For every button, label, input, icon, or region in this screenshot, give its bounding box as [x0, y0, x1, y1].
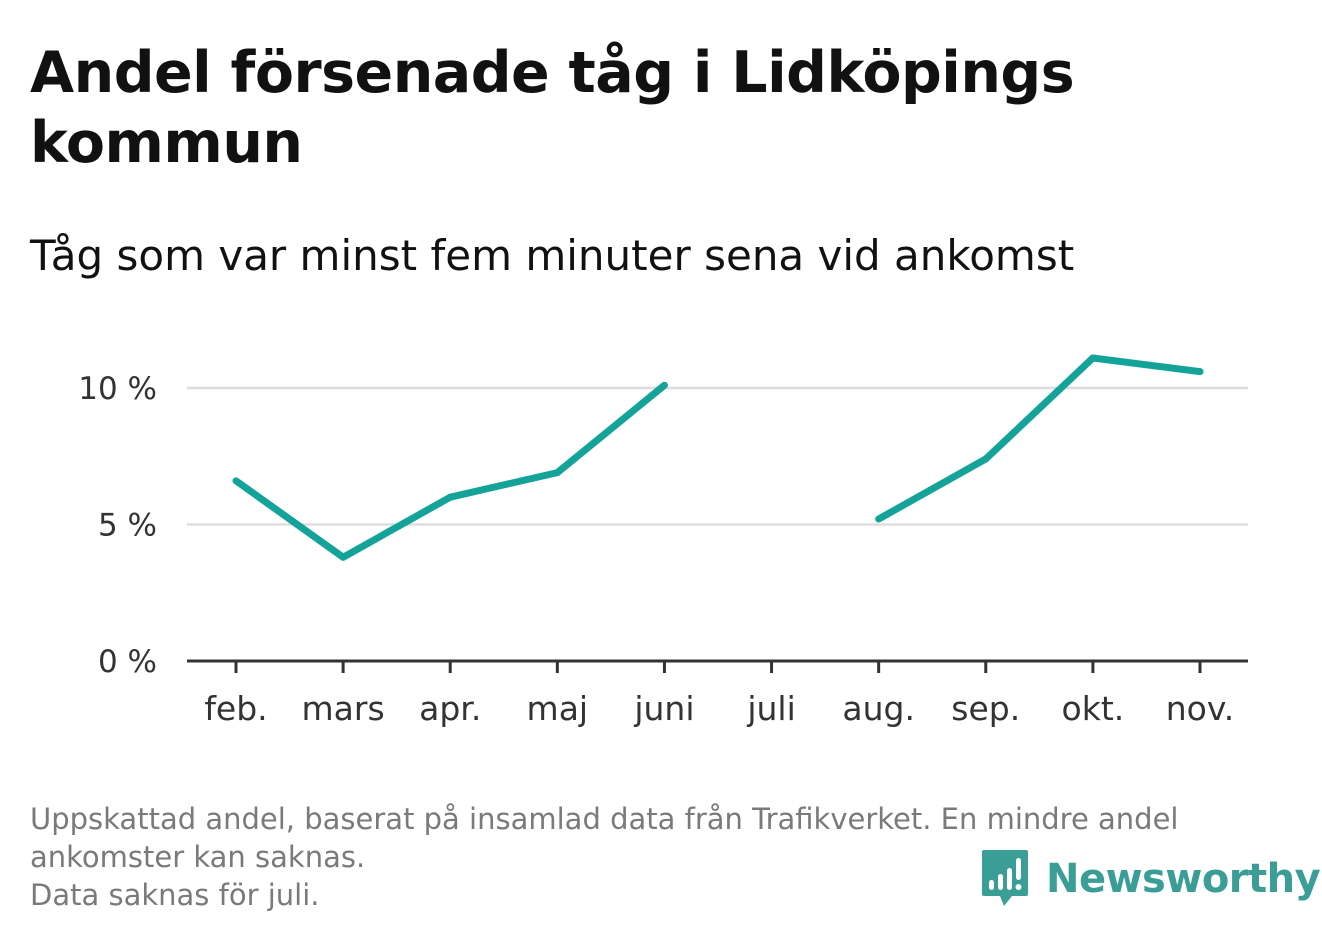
x-tick-label: maj	[527, 689, 589, 728]
series-line-segment	[876, 354, 1201, 523]
x-tick-label: mars	[302, 689, 385, 728]
footnote-line: Uppskattad andel, baserat på insamlad da…	[30, 802, 1179, 836]
gridlines	[187, 386, 1248, 526]
x-axis-tick-labels: feb. mars apr. maj juni juli aug. sep. okt. nov.	[204, 689, 1234, 728]
data-point	[553, 469, 561, 477]
newsworthy-logo-icon	[982, 850, 1028, 906]
x-tick-label: sep.	[951, 689, 1020, 728]
data-point	[1196, 368, 1204, 376]
y-axis-tick-labels: 0 % 5 % 10 %	[78, 371, 157, 680]
chart-subtitle: Tåg som var minst fem minuter sena vid a…	[30, 231, 1075, 280]
y-tick-label: 10 %	[78, 371, 157, 407]
data-point	[1089, 354, 1097, 362]
data-point	[982, 455, 990, 463]
footnote-line: Data saknas för juli.	[30, 878, 320, 912]
x-tick-label: apr.	[419, 689, 481, 728]
newsworthy-logo: Newsworthy	[980, 848, 1321, 910]
x-axis	[187, 659, 1248, 673]
data-point	[339, 553, 347, 561]
x-tick-label: nov.	[1166, 689, 1235, 728]
x-tick-label: juli	[746, 689, 795, 728]
data-point	[660, 381, 668, 389]
data-point	[446, 493, 454, 501]
series-line-segment	[233, 382, 667, 561]
x-tick-label: aug.	[842, 689, 915, 728]
y-tick-label: 5 %	[98, 508, 157, 544]
footnote: Uppskattad andel, baserat på insamlad da…	[30, 800, 1280, 914]
series-lines	[232, 354, 1204, 561]
x-tick-label: okt.	[1062, 689, 1125, 728]
line-chart: 0 % 5 % 10 % feb. mars apr. maj juni juli aug. se…	[78, 354, 1248, 728]
y-tick-label: 0 %	[98, 644, 157, 680]
x-tick-label: juni	[633, 689, 694, 728]
chart-title: Andel försenade tåg i Lidköpings kommun	[30, 40, 1075, 176]
data-point	[875, 515, 883, 523]
brand-name: Newsworthy	[1046, 856, 1321, 902]
x-tick-label: feb.	[204, 689, 267, 728]
footnote-line: ankomster kan saknas.	[30, 840, 366, 874]
data-point	[232, 477, 240, 485]
